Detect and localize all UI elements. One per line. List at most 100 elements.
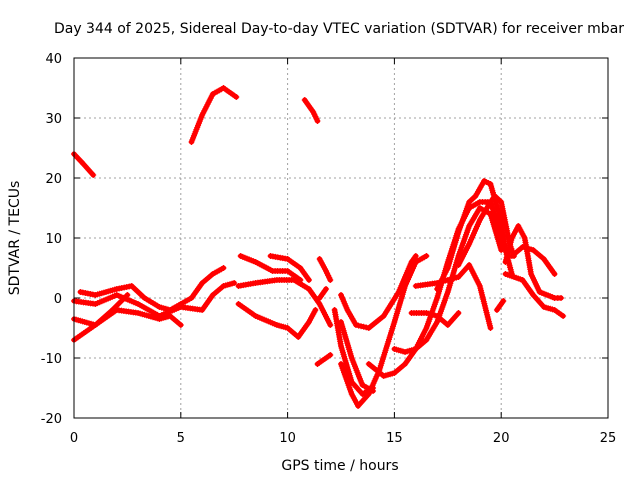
data-point: [156, 316, 162, 322]
data-point: [312, 307, 318, 313]
series-arc13: [316, 256, 334, 283]
data-point: [423, 310, 429, 316]
data-point: [297, 265, 303, 271]
data-point: [270, 268, 276, 274]
data-point: [456, 274, 461, 280]
data-point: [210, 292, 216, 298]
data-point: [295, 334, 301, 340]
data-point: [488, 181, 493, 187]
data-point: [402, 274, 408, 280]
series-arc14: [314, 352, 334, 367]
data-point: [509, 253, 515, 259]
data-point: [156, 304, 162, 310]
data-point: [221, 85, 226, 91]
data-point: [366, 391, 372, 397]
series-arc1: [71, 151, 97, 178]
data-point: [423, 325, 429, 331]
data-point: [231, 280, 237, 286]
data-point: [338, 361, 344, 367]
data-point: [413, 283, 419, 289]
data-point: [323, 286, 329, 292]
data-point: [238, 253, 244, 259]
data-point: [488, 211, 493, 217]
data-point: [80, 160, 85, 166]
series-arc10: [267, 253, 312, 283]
data-point: [124, 292, 130, 298]
data-point: [317, 295, 323, 301]
data-point: [522, 235, 528, 241]
data-point: [541, 304, 547, 310]
y-tick-label: -20: [41, 412, 62, 427]
data-point: [409, 310, 414, 316]
data-point: [558, 295, 564, 301]
data-point: [338, 292, 344, 298]
data-point: [445, 322, 451, 328]
series-arc15: [331, 307, 377, 397]
data-point: [109, 307, 115, 313]
data-point: [353, 322, 359, 328]
data-point: [494, 307, 500, 313]
series-arc12: [316, 286, 330, 301]
data-point: [210, 91, 216, 97]
data-point: [445, 265, 451, 271]
data-point: [285, 256, 291, 262]
data-point: [114, 292, 120, 298]
data-point: [509, 235, 515, 241]
data-point: [236, 283, 241, 289]
data-point: [327, 277, 333, 283]
y-tick-label: 0: [54, 292, 62, 307]
data-point: [297, 277, 303, 283]
data-point: [496, 211, 502, 217]
data-point: [391, 319, 397, 325]
data-point: [302, 97, 308, 103]
series-arc24: [455, 193, 518, 268]
data-point: [90, 172, 96, 178]
data-point: [434, 313, 440, 319]
data-point: [114, 286, 120, 292]
data-point: [528, 271, 534, 277]
data-point: [481, 178, 487, 184]
series-arc11: [235, 301, 319, 340]
data-point: [396, 289, 402, 295]
data-point: [199, 112, 205, 118]
data-point: [530, 247, 536, 253]
data-point: [135, 310, 141, 316]
data-point: [456, 229, 461, 235]
data-point: [537, 289, 543, 295]
data-point: [135, 301, 141, 307]
series-arc18: [338, 253, 419, 331]
x-tick-label: 5: [177, 431, 185, 446]
data-point: [332, 307, 338, 313]
data-point: [233, 94, 239, 100]
y-tick-label: 30: [45, 112, 62, 127]
data-point: [552, 307, 558, 313]
x-axis-label: GPS time / hours: [281, 458, 398, 474]
data-point: [492, 193, 498, 199]
grid: [74, 58, 608, 418]
x-axis-ticks: 0 5 10 15 20 25: [70, 58, 616, 446]
data-point: [236, 301, 241, 307]
data-point: [473, 193, 479, 199]
data-point: [477, 283, 483, 289]
data-point: [560, 313, 566, 319]
data-point: [402, 349, 408, 355]
y-axis-label: SDTVAR / TECUs: [7, 181, 23, 296]
data-point: [423, 253, 429, 259]
data-point: [306, 277, 312, 283]
x-tick-label: 10: [279, 431, 296, 446]
data-point: [142, 295, 147, 301]
data-point: [381, 373, 387, 379]
data-point: [488, 199, 493, 205]
data-point: [423, 337, 429, 343]
data-point: [355, 403, 361, 409]
data-point: [274, 322, 280, 328]
data-point: [221, 283, 226, 289]
data-point: [92, 292, 98, 298]
data-point: [445, 289, 451, 295]
data-point: [466, 262, 472, 268]
data-point: [199, 307, 205, 313]
data-point: [221, 265, 226, 271]
series-arc16: [338, 319, 377, 394]
data-point: [409, 259, 414, 265]
data-point: [189, 295, 194, 301]
